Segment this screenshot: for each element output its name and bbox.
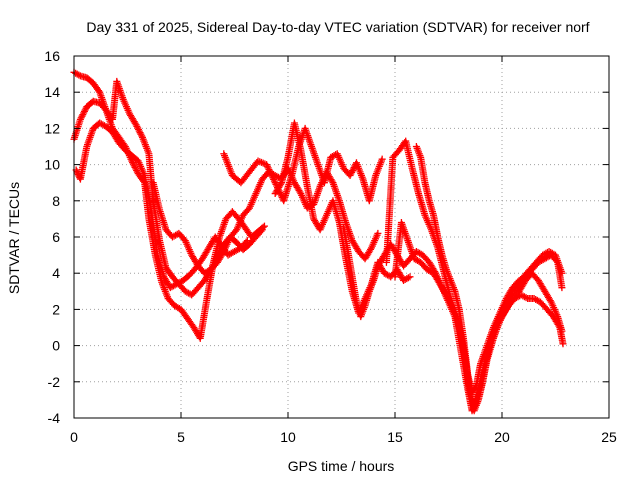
data-point	[242, 238, 250, 246]
x-axis-label: GPS time / hours	[288, 458, 395, 474]
data-point	[263, 161, 271, 169]
axis-ticks	[73, 55, 610, 419]
data-point	[264, 164, 272, 172]
data-point	[260, 222, 268, 230]
series-track-f	[271, 119, 414, 317]
y-tick-label: 12	[44, 120, 60, 136]
data-point	[559, 340, 567, 348]
data-point	[131, 163, 139, 171]
data-point	[135, 127, 143, 135]
data-point	[75, 71, 83, 79]
series-track-d	[149, 164, 382, 277]
data-point	[346, 171, 354, 179]
data-point	[267, 170, 275, 178]
data-point	[348, 168, 356, 176]
data-point	[129, 159, 137, 167]
y-tick-label: 0	[52, 338, 60, 354]
data-point	[134, 126, 142, 134]
data-point	[270, 177, 278, 185]
data-point	[347, 170, 355, 178]
y-tick-label: 6	[52, 229, 60, 245]
data-point	[349, 165, 357, 173]
data-point	[522, 294, 530, 302]
data-point	[77, 114, 85, 122]
y-tick-label: -2	[48, 374, 61, 390]
x-tick-label: 25	[601, 429, 617, 445]
data-point	[129, 160, 137, 168]
data-point	[81, 106, 89, 114]
data-point	[80, 107, 88, 115]
chart-title: Day 331 of 2025, Sidereal Day-to-day VTE…	[86, 19, 589, 35]
y-tick-label: 8	[52, 193, 60, 209]
data-point	[258, 226, 266, 234]
data-point	[243, 237, 251, 245]
y-tick-label: -4	[48, 410, 61, 426]
data-point	[79, 111, 87, 119]
y-tick-label: 2	[52, 301, 60, 317]
data-point	[277, 180, 285, 188]
data-point	[378, 155, 386, 163]
data-point	[270, 175, 278, 183]
series-track-a	[70, 68, 268, 342]
series-track-g	[340, 224, 566, 415]
data-point	[555, 322, 563, 330]
data-point	[80, 109, 88, 117]
data-marks	[70, 68, 567, 415]
data-point	[265, 166, 273, 174]
x-tick-label: 0	[70, 429, 78, 445]
data-point	[558, 284, 566, 292]
data-point	[266, 167, 274, 175]
y-axis-label: SDTVAR / TECUs	[6, 182, 22, 294]
y-tick-labels: -4 -2 0 2 4 6 8 10 12 14 16	[44, 48, 60, 426]
data-point	[132, 165, 140, 173]
data-point	[76, 115, 84, 123]
data-point	[268, 172, 276, 180]
y-tick-label: 4	[52, 265, 60, 281]
data-point	[471, 383, 479, 391]
x-tick-label: 5	[177, 429, 185, 445]
x-tick-label: 15	[387, 429, 403, 445]
data-point	[263, 162, 271, 170]
data-point	[406, 273, 414, 281]
x-tick-label: 10	[280, 429, 296, 445]
data-point	[269, 174, 277, 182]
x-tick-labels: 0 5 10 15 20 25	[70, 429, 617, 445]
data-point	[136, 129, 144, 137]
data-point	[328, 177, 336, 185]
data-point	[137, 130, 145, 138]
data-point	[78, 112, 86, 120]
y-tick-label: 16	[44, 48, 60, 64]
data-point	[132, 121, 140, 129]
data-point	[552, 257, 560, 265]
series-track-e	[220, 124, 386, 205]
series-track-b	[70, 77, 266, 299]
data-point	[134, 124, 142, 132]
data-point	[130, 162, 138, 170]
y-tick-label: 10	[44, 157, 60, 173]
data-point	[271, 179, 279, 187]
data-point	[404, 274, 412, 282]
data-point	[138, 132, 146, 140]
data-point	[277, 190, 285, 198]
data-point	[348, 167, 356, 175]
data-point	[257, 227, 265, 235]
series-track-c	[72, 119, 251, 292]
data-point	[374, 229, 382, 237]
x-tick-label: 20	[494, 429, 510, 445]
y-tick-label: 14	[44, 84, 60, 100]
data-point	[266, 169, 274, 177]
series-track-j	[412, 143, 566, 397]
data-point	[133, 122, 141, 130]
